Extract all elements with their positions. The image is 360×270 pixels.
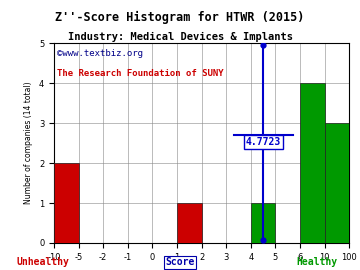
Text: Healthy: Healthy <box>296 257 337 267</box>
Bar <box>54 163 78 243</box>
Y-axis label: Number of companies (14 total): Number of companies (14 total) <box>24 82 33 204</box>
Text: Industry: Medical Devices & Implants: Industry: Medical Devices & Implants <box>68 32 292 42</box>
Text: The Research Foundation of SUNY: The Research Foundation of SUNY <box>57 69 224 78</box>
Text: Unhealthy: Unhealthy <box>17 257 69 267</box>
Text: ©www.textbiz.org: ©www.textbiz.org <box>57 49 143 58</box>
Text: 4.7723: 4.7723 <box>246 137 281 147</box>
Bar <box>300 83 325 243</box>
Bar <box>251 203 275 243</box>
Bar <box>325 123 349 243</box>
Text: Score: Score <box>165 257 195 267</box>
Bar <box>177 203 202 243</box>
Text: Z''-Score Histogram for HTWR (2015): Z''-Score Histogram for HTWR (2015) <box>55 11 305 24</box>
